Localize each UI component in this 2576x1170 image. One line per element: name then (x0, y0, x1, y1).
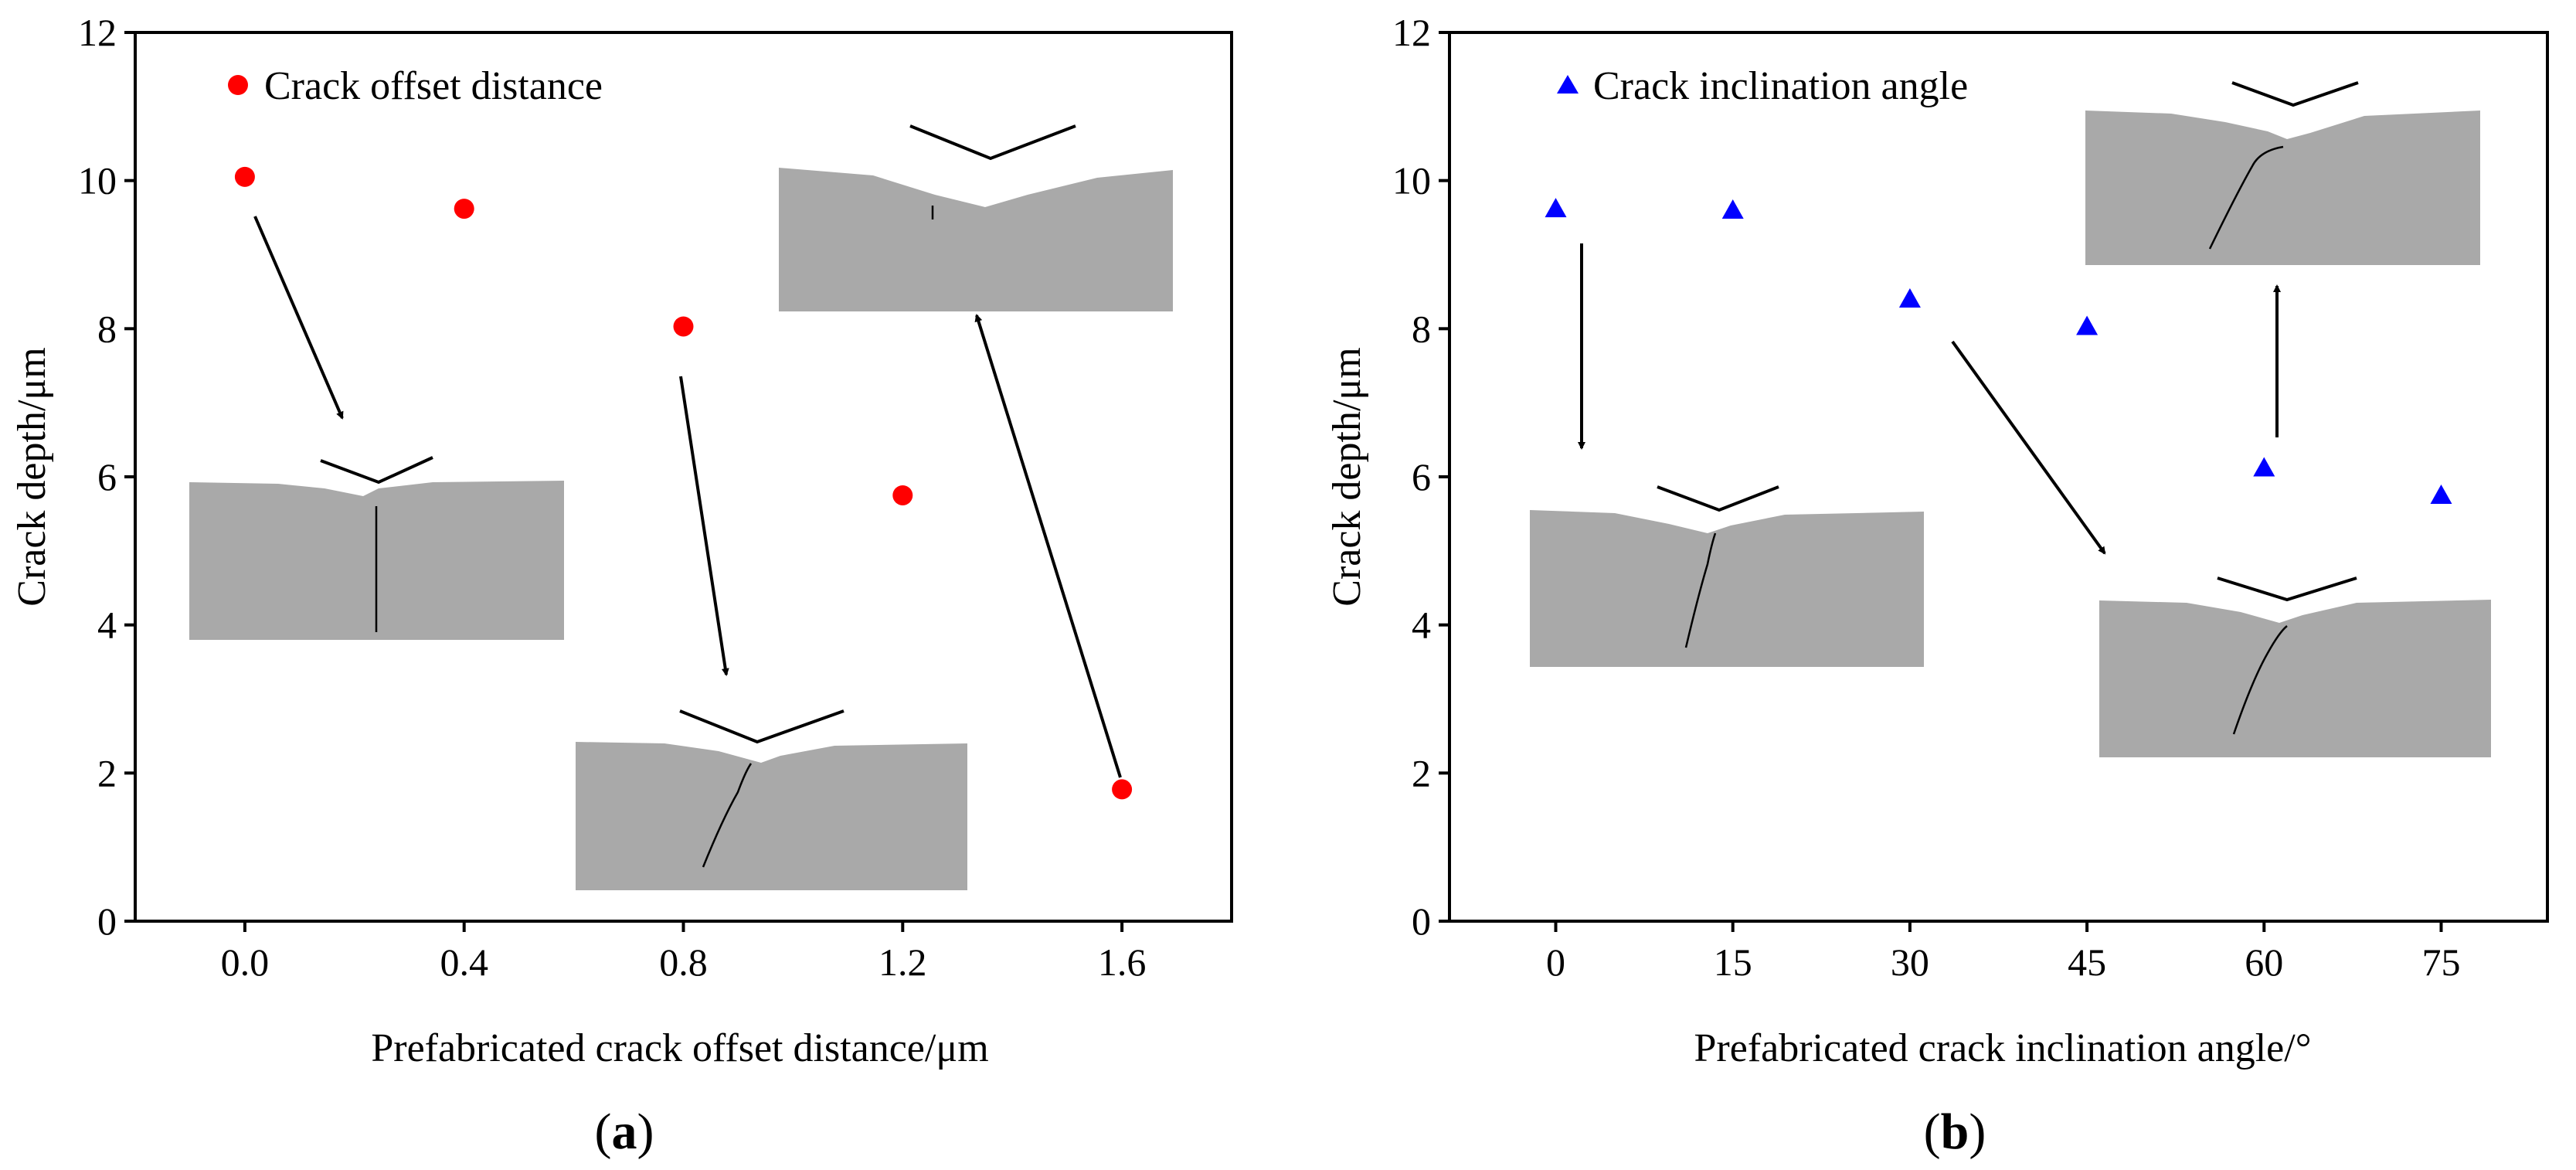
y-tick-label: 8 (1412, 307, 1431, 350)
data-point (673, 316, 694, 337)
arrow-a-3 (974, 314, 1122, 778)
inset-b-angle-0 (1530, 485, 1924, 667)
y-tick-label: 6 (97, 455, 117, 498)
y-tick-label: 10 (1392, 159, 1431, 202)
y-tick-label: 4 (97, 604, 117, 647)
data-point (2253, 457, 2275, 477)
y-tick-label: 4 (1412, 604, 1431, 647)
y-tick-label: 0 (97, 900, 117, 943)
x-tick-label: 45 (2068, 940, 2106, 984)
inset-b-angle-60 (2085, 81, 2480, 265)
y-tick-label: 12 (78, 11, 117, 54)
legend-label-b: Crack inclination angle (1593, 64, 1968, 108)
y-tick-label: 2 (1412, 751, 1431, 794)
x-tick-label: 0.4 (440, 940, 488, 984)
x-tick-label: 1.2 (878, 940, 927, 984)
x-tick-label: 0.8 (659, 940, 708, 984)
inset-a-offset-1.6 (779, 124, 1173, 311)
legend-marker-b (1557, 75, 1579, 94)
x-tick-label: 0 (1546, 940, 1565, 984)
x-tick-label: 30 (1891, 940, 1929, 984)
y-tick-label: 2 (97, 751, 117, 794)
legend-a: Crack offset distance (228, 64, 603, 108)
data-point (2076, 315, 2099, 335)
legend-b: Crack inclination angle (1557, 64, 1968, 108)
panel-b: 0 2 4 6 8 10 12 0 15 30 45 60 75 Crack inclination … (1325, 11, 2549, 1160)
panel-label-b: (b) (1924, 1104, 1986, 1160)
legend-label-a: Crack offset distance (264, 64, 603, 108)
y-tick-label: 12 (1392, 11, 1431, 54)
panel-a: 0 2 4 6 8 10 12 0.0 0.4 0.8 1.2 1.6 Crack offset d… (10, 11, 1233, 1160)
data-point (234, 166, 255, 187)
data-point (1721, 199, 1744, 219)
legend-marker-a (228, 75, 248, 95)
x-tick-label: 0.0 (221, 940, 270, 984)
arrow-a-2 (679, 376, 729, 676)
data-point (2430, 484, 2452, 504)
inset-a-offset-0.8 (576, 709, 967, 890)
data-point (454, 199, 474, 219)
arrow-a-1 (253, 216, 344, 420)
inset-a-offset-0 (189, 456, 564, 640)
data-point (1545, 198, 1567, 218)
x-tick-label: 15 (1714, 940, 1752, 984)
x-tick-label: 75 (2421, 940, 2460, 984)
x-axis-title-b: Prefabricated crack inclination angle/° (1694, 1026, 2312, 1070)
y-axis-title-b: Crack depth/μm (1325, 347, 1369, 606)
y-tick-label: 6 (1412, 455, 1431, 498)
x-axis-title-a: Prefabricated crack offset distance/μm (371, 1026, 988, 1070)
data-point (1112, 779, 1133, 800)
data-point (892, 485, 913, 505)
panel-label-a: (a) (595, 1104, 654, 1160)
inset-b-angle-30 (2099, 576, 2491, 757)
arrow-b-2 (1951, 340, 2106, 555)
y-tick-label: 10 (78, 159, 117, 202)
x-tick-label: 60 (2245, 940, 2283, 984)
x-tick-label: 1.6 (1098, 940, 1147, 984)
y-tick-label: 8 (97, 307, 117, 350)
y-tick-label: 0 (1412, 900, 1431, 943)
data-point (1898, 288, 1921, 308)
y-axis-title-a: Crack depth/μm (10, 347, 54, 606)
